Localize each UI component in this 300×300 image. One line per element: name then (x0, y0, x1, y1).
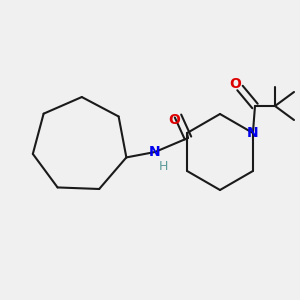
Text: N: N (149, 145, 161, 159)
Text: H: H (158, 160, 168, 172)
Text: N: N (247, 126, 259, 140)
Text: O: O (168, 113, 180, 127)
Text: O: O (229, 77, 241, 91)
